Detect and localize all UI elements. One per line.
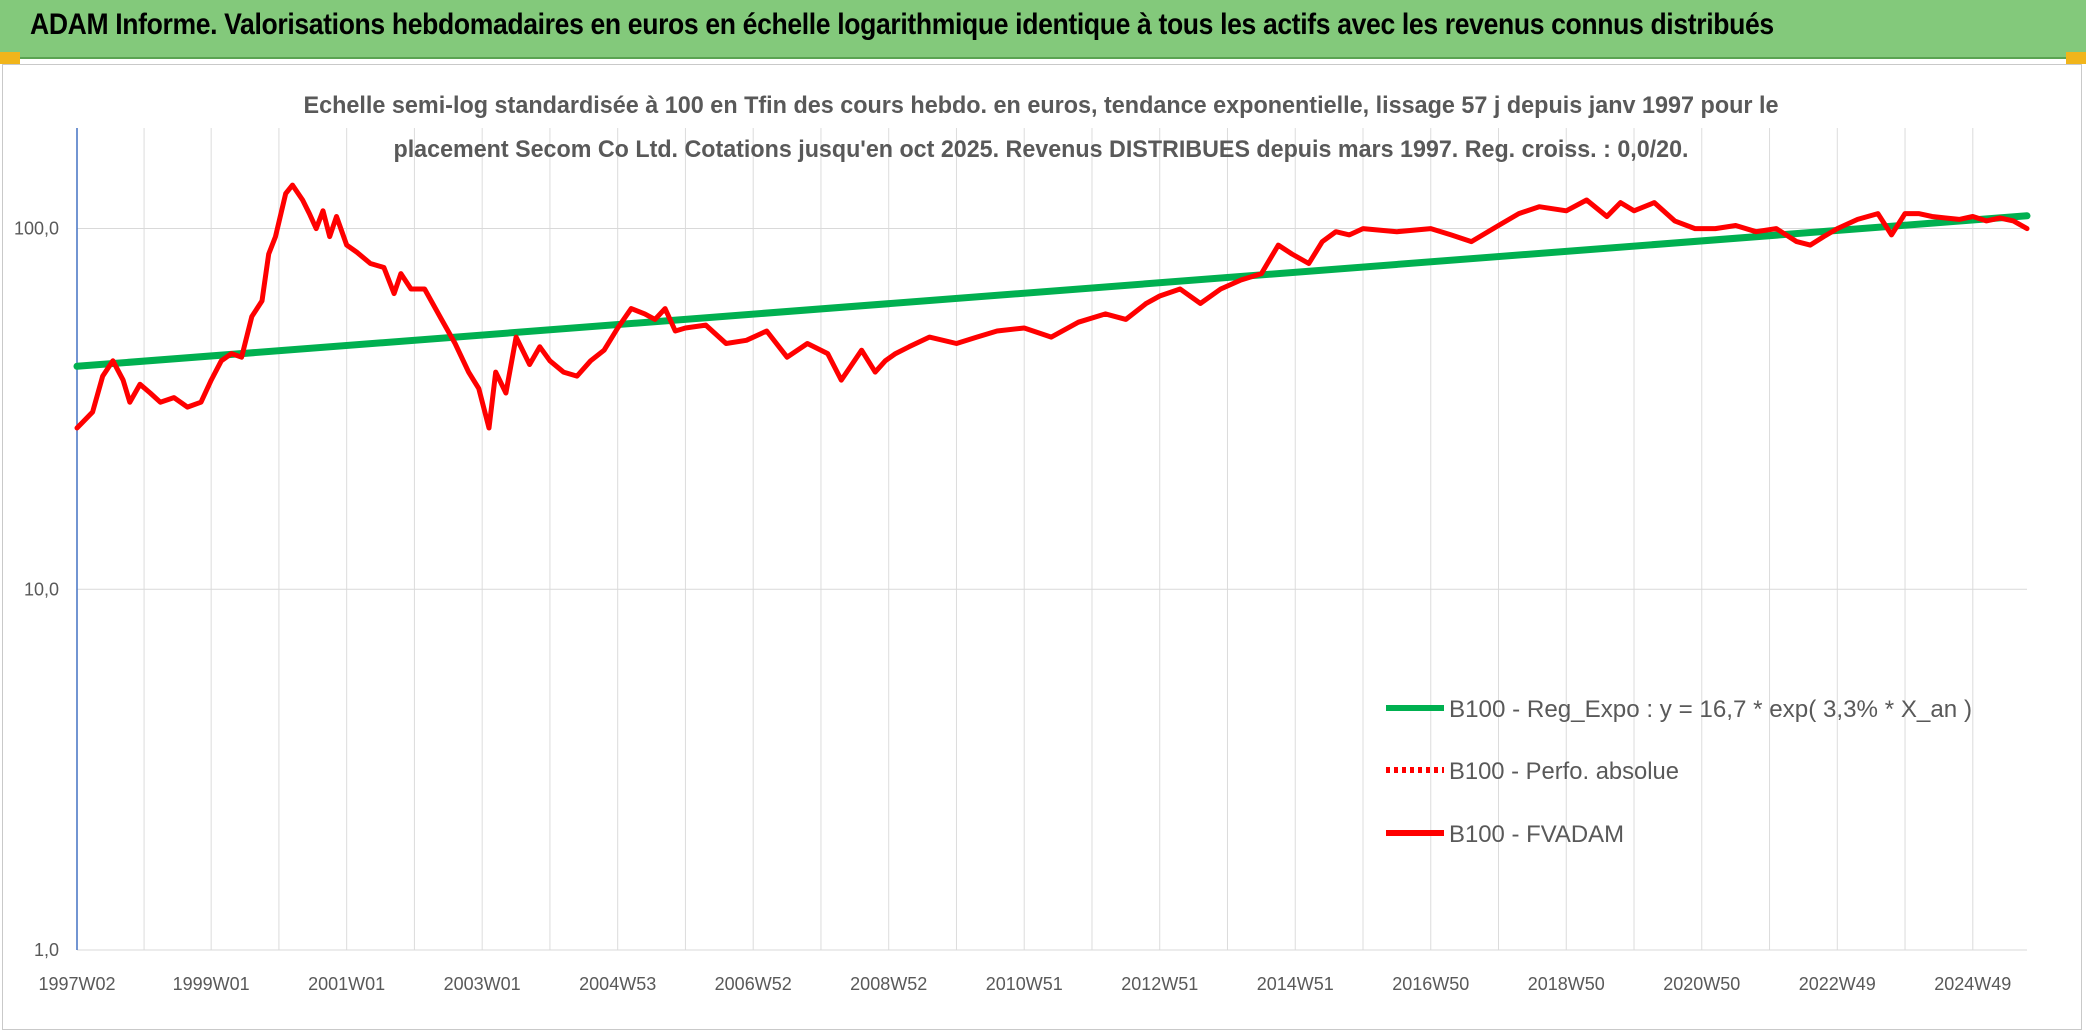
banner-title: ADAM Informe. Valorisations hebdomadaire…	[30, 8, 1774, 41]
x-tick-label: 2014W51	[1257, 974, 1334, 994]
corner-accent-left	[0, 52, 20, 64]
fvadam-line	[74, 182, 2030, 431]
series	[73, 182, 2031, 431]
x-tick-label: 2012W51	[1121, 974, 1198, 994]
x-tick-label: 1999W01	[173, 974, 250, 994]
legend-label: B100 - Reg_Expo : y = 16,7 * exp( 3,3% *…	[1449, 696, 1972, 723]
x-tick-label: 2016W50	[1392, 974, 1469, 994]
x-tick-label: 2020W50	[1663, 974, 1740, 994]
x-tick-label: 2022W49	[1799, 974, 1876, 994]
axes: 1,0 10,0 100,0 1997W02 1999W01 2001W01 2003W01…	[14, 128, 2011, 994]
x-tick-label: 2018W50	[1528, 974, 1605, 994]
chart-title-line: Echelle semi-log standardisée à 100 en T…	[304, 92, 1779, 119]
x-tick-label: 2008W52	[850, 974, 927, 994]
y-tick-label: 10,0	[24, 579, 59, 599]
x-tick-label: 1997W02	[38, 974, 115, 994]
x-tick-label: 2024W49	[1934, 974, 2011, 994]
x-tick-label: 2003W01	[444, 974, 521, 994]
legend-label: B100 - Perfo. absolue	[1449, 758, 1679, 785]
chart-title: Echelle semi-log standardisée à 100 en T…	[304, 92, 1779, 163]
gridlines	[76, 128, 2027, 951]
x-tick-label: 2010W51	[986, 974, 1063, 994]
title-banner: ADAM Informe. Valorisations hebdomadaire…	[0, 0, 2086, 59]
y-tick-label: 1,0	[34, 940, 59, 960]
trend-line	[73, 212, 2031, 370]
y-tick-label: 100,0	[14, 219, 59, 239]
x-tick-label: 2006W52	[715, 974, 792, 994]
corner-accent-right	[2066, 52, 2086, 64]
legend: B100 - Reg_Expo : y = 16,7 * exp( 3,3% *…	[1386, 696, 1972, 848]
legend-label: B100 - FVADAM	[1449, 821, 1624, 848]
x-tick-label: 2004W53	[579, 974, 656, 994]
x-tick-label: 2001W01	[308, 974, 385, 994]
chart-title-line: placement Secom Co Ltd. Cotations jusqu'…	[394, 136, 1689, 163]
